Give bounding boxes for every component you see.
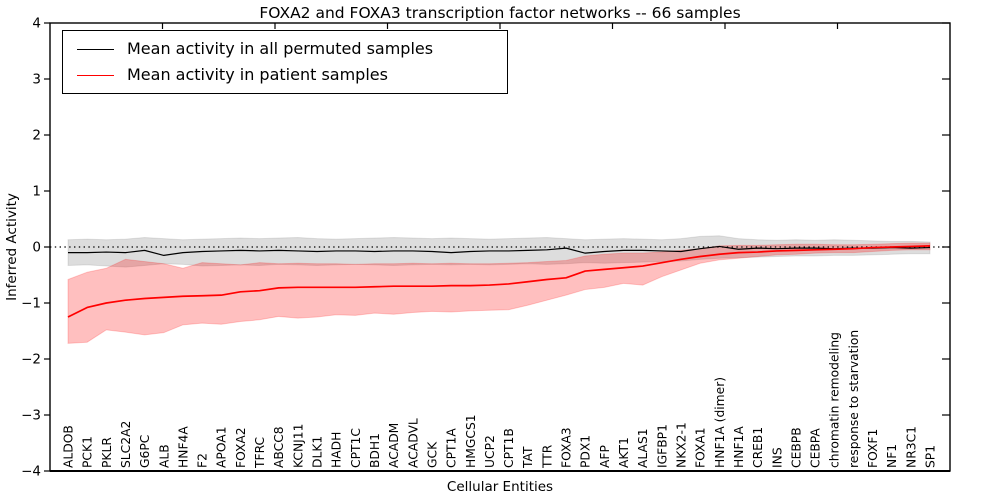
category-label: NF1 [885, 444, 899, 468]
category-label: GCK [425, 441, 439, 468]
category-label: ALB [157, 444, 171, 468]
category-label: ALDOB [62, 425, 76, 468]
category-label: CPT1C [349, 428, 363, 468]
svg-text:0: 0 [32, 240, 41, 256]
chart-title: FOXA2 and FOXA3 transcription factor net… [259, 4, 741, 22]
svg-text:−4: −4 [21, 464, 41, 480]
category-label: chromatin remodeling [828, 332, 842, 468]
category-label: HNF1A [732, 426, 746, 468]
category-label: G6PC [138, 435, 152, 468]
svg-text:−2: −2 [21, 352, 41, 368]
legend-item-permuted: Mean activity in all permuted samples [77, 39, 507, 59]
svg-text:4: 4 [32, 16, 41, 32]
category-label: BDH1 [368, 433, 382, 468]
category-label: DLK1 [311, 436, 325, 468]
category-label: TFRC [253, 437, 267, 469]
category-label: FOXA3 [560, 427, 574, 468]
svg-text:2: 2 [32, 128, 41, 144]
category-label: PKLR [100, 437, 114, 468]
category-label: INS [770, 447, 784, 468]
category-label: SP1 [924, 445, 938, 468]
category-label: HNF4A [176, 426, 190, 468]
x-axis-label: Cellular Entities [446, 479, 554, 495]
y-axis-label: Inferred Activity [4, 193, 20, 301]
category-label: NKX2-1 [674, 422, 688, 468]
category-label: PCK1 [81, 436, 95, 468]
category-label: FOXA2 [234, 427, 248, 468]
svg-text:−1: −1 [21, 296, 41, 312]
category-label: CPT1A [445, 428, 459, 468]
category-label: FOXA1 [694, 427, 708, 468]
svg-text:3: 3 [32, 72, 41, 88]
category-label: SLC2A2 [119, 421, 133, 468]
patient-line-swatch [77, 74, 114, 76]
category-label: HMGCS1 [464, 414, 478, 468]
category-label: CREB1 [751, 427, 765, 468]
category-label: TTR [540, 444, 554, 469]
category-label: IGFBP1 [655, 424, 669, 468]
category-label: UCP2 [483, 435, 497, 468]
category-label: response to starvation [847, 330, 861, 468]
legend-item-patient: Mean activity in patient samples [77, 65, 507, 85]
category-label: PDX1 [579, 435, 593, 468]
category-label: CEBPA [809, 428, 823, 468]
category-label: ALAS1 [636, 428, 650, 468]
legend-label: Mean activity in all permuted samples [127, 39, 434, 58]
category-label: HADH [330, 432, 344, 468]
category-label: AFP [598, 445, 612, 468]
category-label: CPT1B [502, 428, 516, 468]
svg-text:−3: −3 [21, 408, 41, 424]
category-label: NR3C1 [904, 426, 918, 468]
permuted-line-swatch [77, 48, 114, 50]
category-label: HNF1A (dimer) [713, 377, 727, 468]
chart-legend: Mean activity in all permuted samples Me… [62, 30, 508, 94]
category-label: F2 [196, 453, 210, 468]
svg-text:1: 1 [32, 184, 41, 200]
category-label: TAT [521, 446, 535, 469]
category-label: KCNJ11 [291, 424, 305, 468]
legend-label: Mean activity in patient samples [127, 65, 388, 84]
category-label: AKT1 [617, 437, 631, 468]
category-label: ABCC8 [272, 426, 286, 468]
category-label: ACADVL [406, 418, 420, 468]
category-label: CEBPB [789, 427, 803, 468]
category-label: FOXF1 [866, 429, 880, 468]
category-label: ACADM [387, 423, 401, 468]
category-label: APOA1 [215, 426, 229, 468]
